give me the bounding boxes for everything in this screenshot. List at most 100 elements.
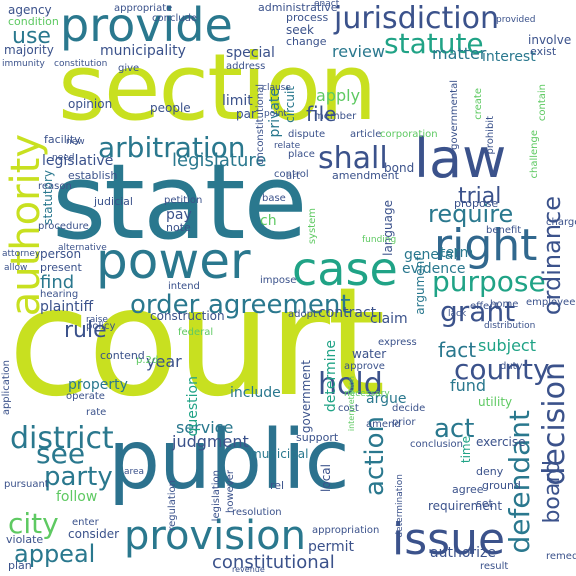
- word: grant: [440, 295, 516, 328]
- word: relate: [274, 141, 301, 151]
- word: cost: [338, 403, 359, 414]
- word: find: [40, 272, 75, 293]
- word: right: [434, 220, 538, 271]
- word: people: [150, 101, 191, 115]
- word: interest: [482, 49, 536, 65]
- word: change: [286, 35, 327, 48]
- word: raise: [86, 315, 108, 325]
- word: adopt: [288, 309, 317, 320]
- word: rate: [86, 407, 107, 418]
- word: pursuant: [4, 479, 49, 490]
- word: power: [96, 232, 251, 290]
- word: amend: [366, 419, 401, 430]
- word: employee: [526, 297, 576, 308]
- word: issue: [392, 514, 506, 565]
- word: consider: [68, 527, 120, 541]
- word: operate: [66, 391, 105, 402]
- word: permit: [308, 539, 355, 555]
- word: unconstitutional: [255, 84, 266, 165]
- word: point: [264, 109, 287, 119]
- word: term: [440, 245, 474, 261]
- word: construction: [150, 309, 225, 323]
- word: provide: [60, 0, 233, 52]
- word: local: [319, 464, 333, 492]
- word: decide: [392, 403, 426, 414]
- word: see: [36, 437, 86, 470]
- word: public: [108, 413, 350, 508]
- word: law: [414, 127, 507, 190]
- word: order: [130, 290, 200, 320]
- word: bond: [384, 161, 415, 175]
- word: include: [230, 385, 281, 401]
- word: determination: [395, 474, 405, 538]
- word: state: [52, 141, 307, 263]
- word: claim: [370, 311, 408, 327]
- word: provided: [496, 15, 536, 25]
- word: address: [226, 61, 266, 72]
- word: condition: [8, 15, 59, 28]
- word: resolution: [232, 507, 282, 518]
- word: application: [1, 360, 12, 416]
- word: federal: [178, 327, 214, 338]
- word: person: [40, 247, 82, 261]
- word: p.2d: [136, 355, 159, 366]
- word: judgment: [172, 432, 249, 451]
- word: provision: [124, 513, 306, 559]
- word: court: [8, 256, 386, 430]
- word: challenge: [529, 130, 540, 179]
- word: review: [332, 42, 385, 61]
- word: party: [44, 462, 113, 492]
- word: language: [381, 200, 395, 256]
- word: water: [352, 347, 387, 361]
- word: case: [292, 242, 398, 296]
- word: exercise: [476, 435, 526, 449]
- word: need: [52, 153, 75, 163]
- word: governmental: [449, 80, 460, 150]
- word: charge: [546, 217, 576, 228]
- word: appropriate: [114, 3, 173, 14]
- word: clause: [262, 83, 291, 93]
- word: arbitration: [98, 131, 246, 164]
- word: impose: [260, 275, 297, 286]
- word: matter: [432, 44, 487, 63]
- word: section: [58, 34, 377, 141]
- word: special: [226, 45, 275, 61]
- word: ch: [260, 213, 277, 229]
- word: require: [428, 200, 514, 228]
- word: judicial: [94, 195, 133, 208]
- word: appropriation: [312, 525, 380, 536]
- word: hearing: [40, 289, 79, 300]
- word: utility: [478, 395, 513, 409]
- word: jurisdiction: [334, 1, 499, 36]
- word: approve: [344, 361, 385, 372]
- word: set: [476, 497, 493, 510]
- word: necessary: [344, 389, 390, 399]
- word: limit: [222, 93, 253, 109]
- word: funding: [362, 235, 397, 245]
- word: authorize: [430, 545, 496, 561]
- word: fact: [438, 338, 477, 362]
- word: district: [10, 421, 114, 456]
- word: determine: [323, 340, 339, 413]
- word: shall: [318, 141, 388, 176]
- word: distribution: [484, 321, 536, 331]
- word: seek: [286, 23, 314, 37]
- word: use: [12, 24, 51, 49]
- word: intend: [168, 281, 200, 292]
- word: opinion: [68, 97, 113, 111]
- word: ground: [482, 479, 521, 492]
- word: prior: [392, 417, 416, 428]
- word: support: [296, 431, 339, 444]
- word: facility: [44, 133, 81, 146]
- word: majority: [4, 43, 54, 57]
- word: property: [68, 377, 128, 393]
- word: board: [540, 460, 565, 524]
- word: constitution: [54, 59, 108, 69]
- word: contract: [318, 305, 377, 321]
- word: allow: [4, 263, 28, 273]
- word: agree: [452, 483, 484, 496]
- word: pay: [166, 207, 192, 223]
- word: statute: [384, 27, 484, 60]
- word: municipal: [250, 447, 309, 461]
- word: remedy: [546, 551, 576, 562]
